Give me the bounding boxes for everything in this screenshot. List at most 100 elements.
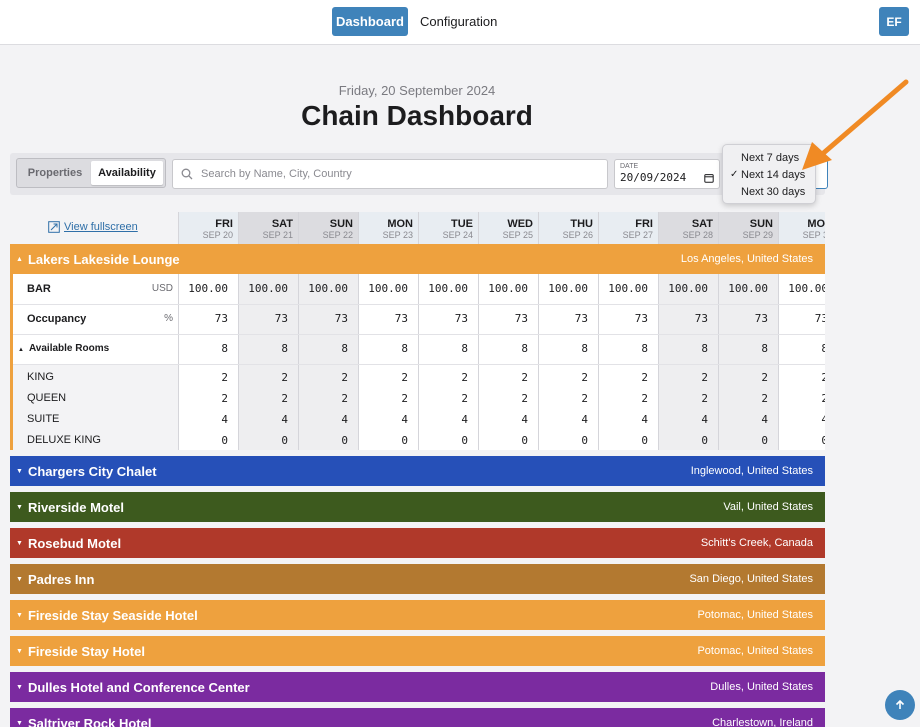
- grid-cell[interactable]: 0: [281, 434, 288, 447]
- grid-cell[interactable]: 8: [401, 342, 408, 355]
- grid-cell[interactable]: 8: [521, 342, 528, 355]
- grid-cell[interactable]: 0: [641, 434, 648, 447]
- search-input[interactable]: [201, 168, 601, 180]
- range-option[interactable]: ✓ Next 14 days: [723, 166, 815, 183]
- grid-cell[interactable]: 0: [521, 434, 528, 447]
- hotel-header-collapsed[interactable]: ▼ Riverside Motel Vail, United States: [10, 492, 825, 522]
- user-avatar[interactable]: EF: [879, 7, 909, 36]
- hotel-header-collapsed[interactable]: ▼ Rosebud Motel Schitt's Creek, Canada: [10, 528, 825, 558]
- grid-cell[interactable]: 2: [281, 392, 288, 405]
- grid-cell[interactable]: 8: [281, 342, 288, 355]
- grid-cell[interactable]: 73: [214, 312, 228, 325]
- grid-cell[interactable]: 73: [514, 312, 528, 325]
- grid-cell[interactable]: 8: [341, 342, 348, 355]
- grid-cell[interactable]: 2: [581, 371, 588, 384]
- grid-cell[interactable]: 100.00: [188, 282, 228, 295]
- grid-cell[interactable]: 0: [461, 434, 468, 447]
- grid-cell[interactable]: 4: [341, 413, 348, 426]
- grid-cell[interactable]: 2: [221, 392, 228, 405]
- grid-cell[interactable]: 2: [641, 371, 648, 384]
- grid-cell[interactable]: 8: [821, 342, 825, 355]
- grid-cell[interactable]: 4: [701, 413, 708, 426]
- grid-cell[interactable]: 73: [394, 312, 408, 325]
- grid-cell[interactable]: 2: [701, 371, 708, 384]
- grid-cell[interactable]: 100.00: [308, 282, 348, 295]
- grid-cell[interactable]: 100.00: [608, 282, 648, 295]
- grid-cell[interactable]: 4: [521, 413, 528, 426]
- grid-cell[interactable]: 2: [461, 392, 468, 405]
- grid-cell[interactable]: 0: [221, 434, 228, 447]
- grid-cell[interactable]: 100.00: [428, 282, 468, 295]
- view-fullscreen-link[interactable]: View fullscreen: [48, 221, 138, 233]
- grid-cell[interactable]: 100.00: [368, 282, 408, 295]
- grid-cell[interactable]: 100.00: [668, 282, 708, 295]
- grid-cell[interactable]: 8: [701, 342, 708, 355]
- grid-cell[interactable]: 2: [821, 371, 825, 384]
- grid-cell[interactable]: 2: [341, 392, 348, 405]
- grid-cell[interactable]: 73: [574, 312, 588, 325]
- grid-cell[interactable]: 0: [761, 434, 768, 447]
- grid-cell[interactable]: 2: [461, 371, 468, 384]
- grid-cell[interactable]: 73: [334, 312, 348, 325]
- properties-tab[interactable]: Properties: [27, 167, 83, 179]
- grid-cell[interactable]: 4: [581, 413, 588, 426]
- hotel-header-collapsed[interactable]: ▼ Padres Inn San Diego, United States: [10, 564, 825, 594]
- grid-cell[interactable]: 2: [401, 392, 408, 405]
- grid-cell[interactable]: 4: [761, 413, 768, 426]
- grid-cell[interactable]: 100.00: [728, 282, 768, 295]
- calendar-icon[interactable]: [704, 173, 714, 183]
- range-option[interactable]: Next 7 days: [723, 149, 815, 166]
- grid-cell[interactable]: 0: [821, 434, 825, 447]
- hotel-header-collapsed[interactable]: ▼ Fireside Stay Seaside Hotel Potomac, Uni…: [10, 600, 825, 630]
- hotel-header-collapsed[interactable]: ▼ Saltriver Rock Hotel Charlestown, Irelan…: [10, 708, 825, 727]
- grid-cell[interactable]: 0: [581, 434, 588, 447]
- grid-cell[interactable]: 2: [341, 371, 348, 384]
- grid-cell[interactable]: 2: [701, 392, 708, 405]
- grid-cell[interactable]: 4: [641, 413, 648, 426]
- grid-cell[interactable]: 100.00: [248, 282, 288, 295]
- availability-tab[interactable]: Availability: [91, 161, 163, 185]
- grid-cell[interactable]: 8: [221, 342, 228, 355]
- row-label-available-rooms[interactable]: ▲ Available Rooms: [18, 343, 109, 354]
- grid-cell[interactable]: 2: [641, 392, 648, 405]
- grid-cell[interactable]: 73: [274, 312, 288, 325]
- grid-cell[interactable]: 2: [581, 392, 588, 405]
- nav-configuration-link[interactable]: Configuration: [420, 14, 498, 29]
- hotel-header-collapsed[interactable]: ▼ Dulles Hotel and Conference Center Dulle…: [10, 672, 825, 702]
- grid-cell[interactable]: 2: [521, 371, 528, 384]
- grid-cell[interactable]: 0: [401, 434, 408, 447]
- grid-cell[interactable]: 8: [581, 342, 588, 355]
- grid-cell[interactable]: 4: [401, 413, 408, 426]
- date-picker[interactable]: DATE 20/09/2024: [614, 159, 720, 189]
- hotel-header-collapsed[interactable]: ▼ Chargers City Chalet Inglewood, United S…: [10, 456, 825, 486]
- grid-cell[interactable]: 4: [281, 413, 288, 426]
- nav-dashboard-button[interactable]: Dashboard: [332, 7, 408, 36]
- grid-cell[interactable]: 8: [461, 342, 468, 355]
- range-option[interactable]: Next 30 days: [723, 183, 815, 200]
- grid-cell[interactable]: 8: [761, 342, 768, 355]
- grid-cell[interactable]: 0: [341, 434, 348, 447]
- grid-cell[interactable]: 100.00: [788, 282, 825, 295]
- grid-cell[interactable]: 100.00: [488, 282, 528, 295]
- grid-cell[interactable]: 2: [761, 371, 768, 384]
- grid-cell[interactable]: 73: [694, 312, 708, 325]
- grid-cell[interactable]: 2: [221, 371, 228, 384]
- grid-cell[interactable]: 2: [281, 371, 288, 384]
- grid-cell[interactable]: 0: [701, 434, 708, 447]
- grid-cell[interactable]: 73: [634, 312, 648, 325]
- grid-cell[interactable]: 73: [454, 312, 468, 325]
- grid-cell[interactable]: 2: [521, 392, 528, 405]
- grid-cell[interactable]: 2: [401, 371, 408, 384]
- hotel-header-expanded[interactable]: ▲ Lakers Lakeside Lounge Los Angeles, Uni…: [10, 244, 825, 274]
- grid-cell[interactable]: 2: [821, 392, 825, 405]
- grid-cell[interactable]: 8: [641, 342, 648, 355]
- grid-cell[interactable]: 73: [754, 312, 768, 325]
- grid-cell[interactable]: 2: [761, 392, 768, 405]
- grid-cell[interactable]: 4: [461, 413, 468, 426]
- hotel-header-collapsed[interactable]: ▼ Fireside Stay Hotel Potomac, United Stat…: [10, 636, 825, 666]
- grid-cell[interactable]: 73: [814, 312, 825, 325]
- grid-cell[interactable]: 100.00: [548, 282, 588, 295]
- grid-cell[interactable]: 4: [821, 413, 825, 426]
- grid-cell[interactable]: 4: [221, 413, 228, 426]
- scroll-to-top-button[interactable]: [885, 690, 915, 720]
